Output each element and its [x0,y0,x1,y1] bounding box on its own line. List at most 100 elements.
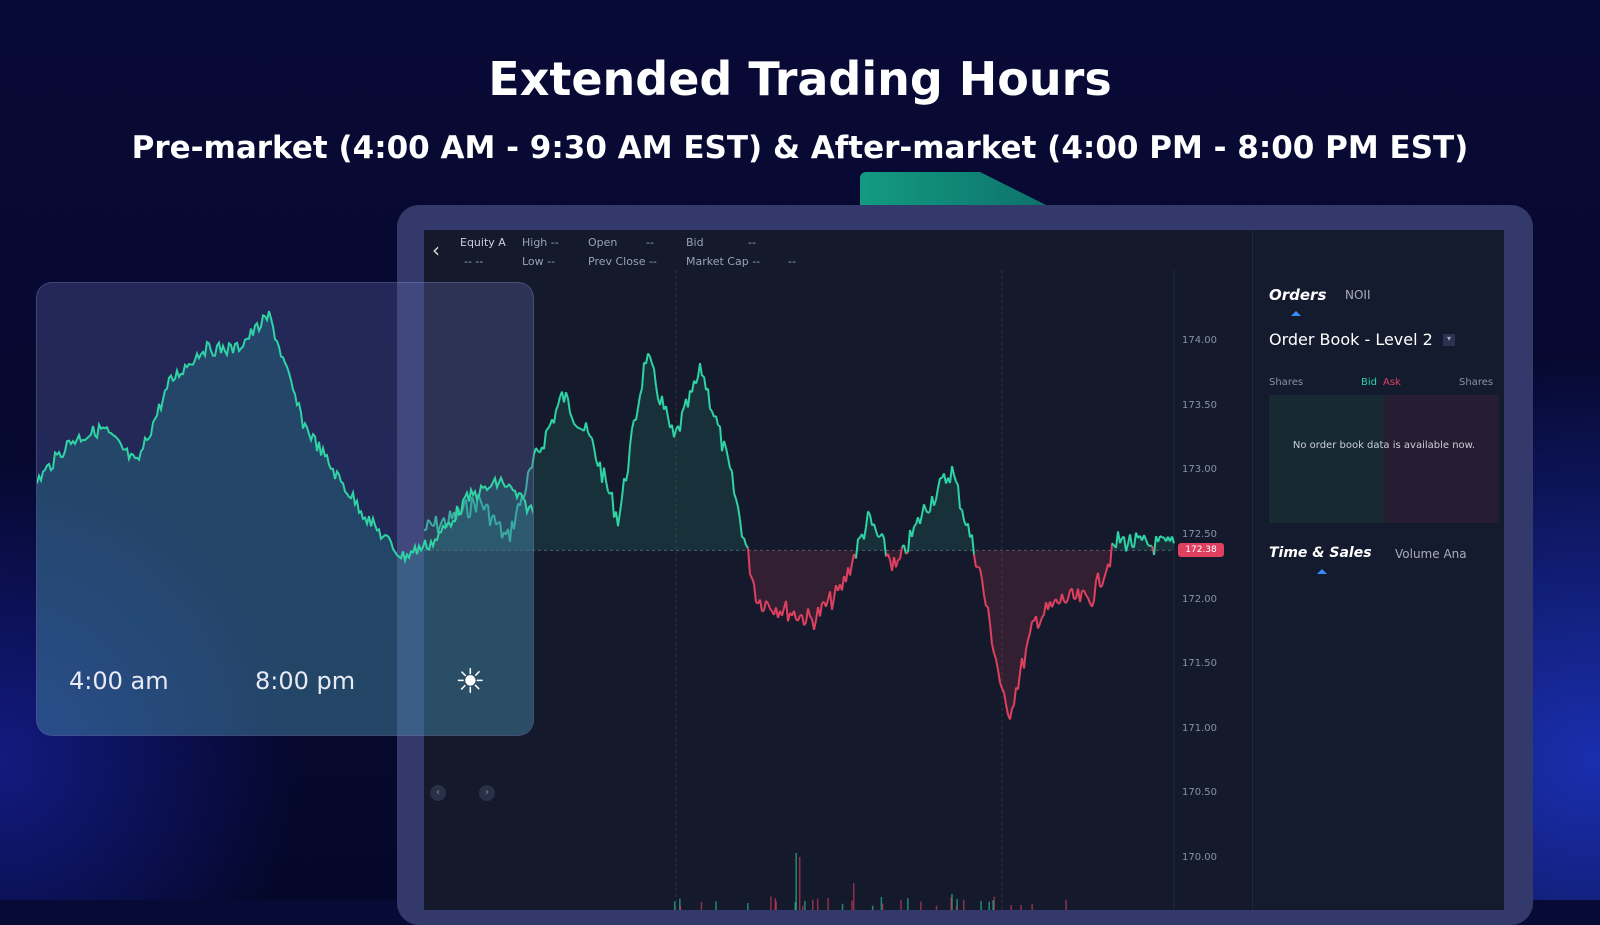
price-chart[interactable] [424,230,1252,910]
tab-orders[interactable]: Orders [1269,286,1326,304]
price-area [812,550,814,629]
price-area [650,357,652,551]
price-area [1066,550,1068,603]
price-area [548,425,550,550]
price-area [730,468,732,550]
volume-bar [882,904,884,910]
price-line-segment [1032,621,1034,622]
price-area [976,550,978,567]
y-axis-tick: 173.50 [1182,400,1217,411]
price-line-segment [590,436,592,438]
price-area [762,550,764,611]
price-area [774,550,776,614]
price-area [802,550,804,625]
col-ask: Ask [1383,377,1401,388]
price-area [1050,550,1052,607]
price-area [1034,550,1036,621]
price-line-segment [702,376,704,377]
price-area [1064,550,1066,603]
price-area [714,416,716,550]
ask-area [1384,395,1499,523]
price-line-segment [1154,536,1156,555]
tab-noii[interactable]: NOII [1345,288,1371,302]
price-area [660,396,662,551]
y-axis-tick: 171.50 [1182,658,1217,669]
price-area [636,408,638,550]
price-area [654,369,656,551]
price-area [594,448,596,551]
price-area [632,420,634,551]
price-area [608,492,610,551]
price-line-segment [1148,545,1150,546]
price-area [570,413,572,551]
tab-volume-analysis[interactable]: Volume Ana [1395,547,1467,561]
price-area [1062,550,1064,601]
y-axis-tick: 172.50 [1182,529,1217,540]
price-area [716,416,718,550]
price-area [588,432,590,550]
price-area [678,426,680,551]
price-area [1046,550,1048,609]
volume-bar [799,857,801,910]
price-area [580,429,582,551]
price-area [676,426,678,551]
price-line-segment [578,428,580,429]
price-area [810,550,812,619]
price-area [1014,550,1016,705]
price-line-segment [978,567,980,569]
price-area [596,460,598,551]
price-line-segment [576,426,578,428]
price-area [668,417,670,550]
price-area [708,388,710,550]
price-area [1028,550,1030,640]
price-badge: 172.38 [1178,543,1224,557]
price-area [556,405,558,550]
price-area [1084,550,1086,595]
price-area [788,550,790,621]
price-area [822,550,824,603]
hero-subtitle: Pre-market (4:00 AM - 9:30 AM EST) & Aft… [0,130,1600,166]
price-area [684,399,686,551]
price-line-segment [858,538,860,539]
price-area [1090,550,1092,606]
price-area [638,396,640,551]
volume-bar [853,883,855,910]
price-area [550,419,552,550]
volume-bar [775,901,777,910]
bid-area [1269,395,1384,523]
price-area [1040,550,1042,623]
price-area [682,408,684,551]
price-area [824,550,826,606]
tab-time-sales[interactable]: Time & Sales [1269,545,1372,561]
trading-screen: ‹ Equity A -- -- High -- Low -- Open -- … [424,230,1504,910]
price-area [804,550,806,625]
price-area [564,392,566,550]
order-book-dropdown[interactable]: ▾ [1443,334,1455,346]
volume-bar [872,906,874,910]
price-area [914,524,916,550]
price-area [558,397,560,551]
price-area [1056,550,1058,603]
price-area [794,550,796,619]
price-line-segment [1110,543,1112,567]
price-line-segment [884,538,886,557]
price-area [704,376,706,550]
price-area [1000,550,1002,688]
orders-panel: Orders NOII Order Book - Level 2 ▾ Share… [1252,230,1504,910]
price-area [1052,550,1054,607]
volume-bar [802,906,804,910]
order-book-title[interactable]: Order Book - Level 2 [1269,330,1433,349]
price-area [576,426,578,550]
price-line-segment [742,537,744,538]
scroll-left-button[interactable]: ‹ [430,785,446,801]
scroll-right-button[interactable]: › [479,785,495,801]
price-area [670,425,672,551]
price-area [766,550,768,603]
price-area [710,409,712,551]
price-area [626,472,628,551]
start-time-label: 4:00 am [69,667,169,695]
price-area [1022,550,1024,668]
price-line-segment [1074,599,1076,600]
price-line-segment [928,512,930,514]
price-area [578,428,580,551]
